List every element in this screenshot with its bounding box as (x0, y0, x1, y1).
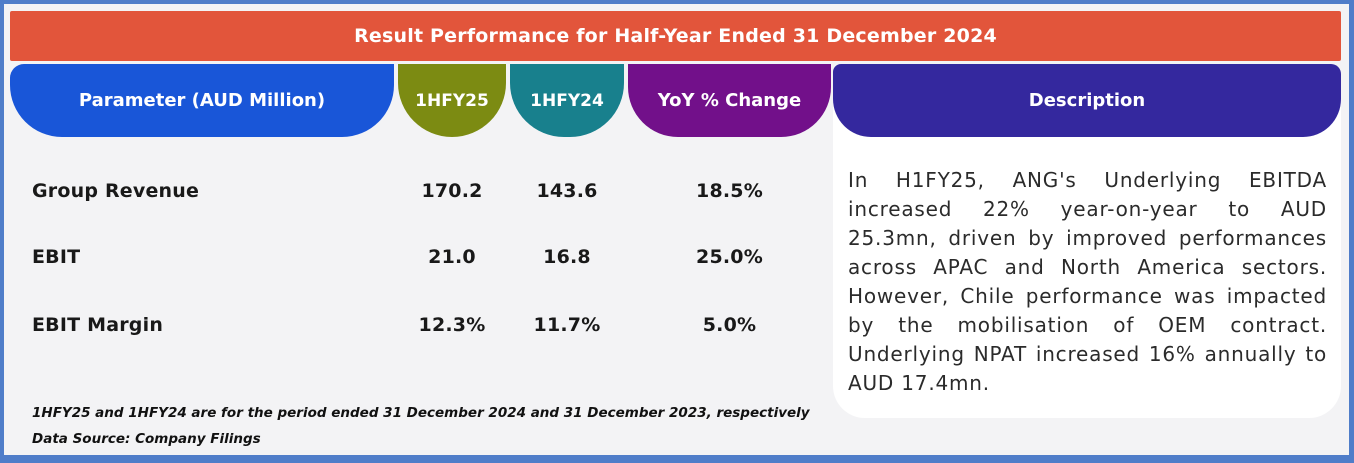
footnote-period: 1HFY25 and 1HFY24 are for the period end… (32, 405, 810, 421)
row-value-1hfy24: 143.6 (536, 180, 598, 202)
row-value-1hfy24: 11.7% (533, 314, 601, 336)
column-header-yoy-change: YoY % Change (628, 64, 831, 137)
row-value-yoy: 25.0% (696, 246, 763, 268)
row-value-yoy: 5.0% (702, 314, 757, 336)
row-value-1hfy25: 170.2 (421, 180, 483, 202)
column-header-yoy-change-label: YoY % Change (657, 90, 802, 111)
row-label: Group Revenue (32, 180, 200, 202)
row-value-yoy: 18.5% (696, 180, 763, 202)
page-title: Result Performance for Half-Year Ended 3… (354, 25, 997, 47)
column-header-parameter-label: Parameter (AUD Million) (78, 90, 326, 111)
column-header-description: Description (833, 64, 1341, 137)
row-value-1hfy25: 12.3% (418, 314, 486, 336)
column-header-description-label: Description (1028, 90, 1146, 111)
footnote-data-source: Data Source: Company Filings (32, 431, 261, 447)
row-label: EBIT Margin (32, 314, 164, 336)
column-header-1hfy24-label: 1HFY24 (530, 90, 604, 111)
description-text: In H1FY25, ANG's Underlying EBITDA incre… (848, 168, 1327, 395)
title-bar: Result Performance for Half-Year Ended 3… (10, 11, 1341, 61)
column-header-1hfy24: 1HFY24 (510, 64, 624, 137)
column-header-parameter: Parameter (AUD Million) (10, 64, 394, 137)
row-label: EBIT (32, 246, 81, 268)
column-header-1hfy25: 1HFY25 (398, 64, 506, 137)
row-value-1hfy24: 16.8 (543, 246, 591, 268)
column-header-1hfy25-label: 1HFY25 (415, 90, 489, 111)
row-value-1hfy25: 21.0 (428, 246, 476, 268)
